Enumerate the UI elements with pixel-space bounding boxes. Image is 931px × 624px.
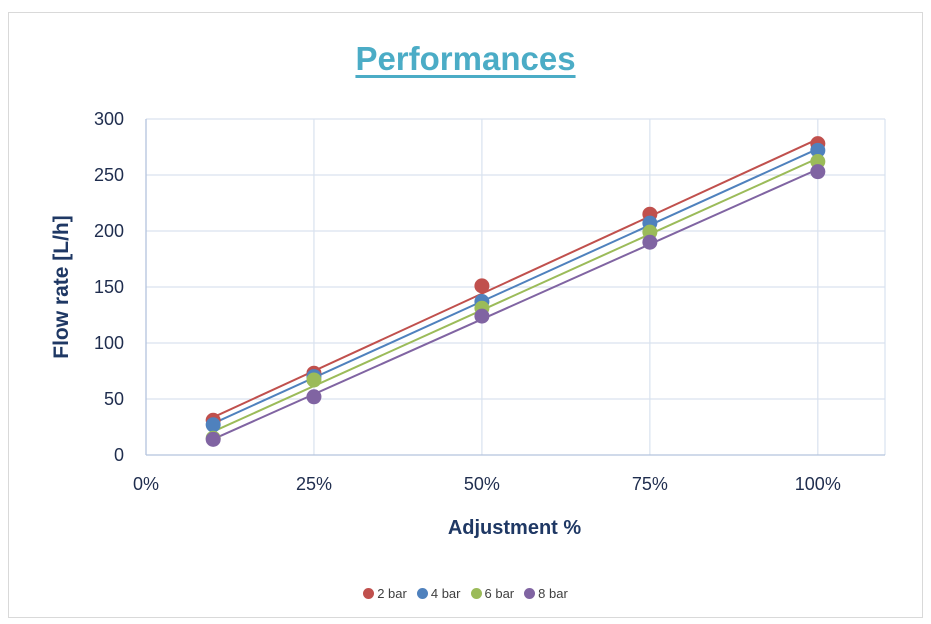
legend-label: 4 bar — [430, 586, 461, 601]
data-point — [642, 234, 658, 250]
trendline — [212, 157, 819, 433]
legend-item: 4 bar — [416, 586, 461, 601]
tick-labels: 0 50 100 150 200 250 300 0% 25% 50% 75% 100% — [94, 109, 841, 494]
trendlines — [212, 138, 819, 441]
y-tick-label: 200 — [94, 221, 124, 241]
data-point — [810, 164, 826, 180]
x-tick-label: 75% — [632, 474, 668, 494]
legend-marker-icon — [470, 588, 482, 599]
y-tick-label: 50 — [104, 389, 124, 409]
x-tick-label: 25% — [296, 474, 332, 494]
data-point — [474, 308, 490, 324]
data-point — [810, 142, 826, 158]
legend-item: 6 bar — [470, 586, 515, 601]
legend-marker-icon — [363, 588, 375, 599]
y-tick-label: 0 — [114, 445, 124, 465]
y-tick-label: 150 — [94, 277, 124, 297]
legend-label: 8 bar — [538, 586, 568, 601]
data-point — [474, 278, 490, 294]
legend: 2 bar 4 bar 6 bar 8 bar — [0, 586, 931, 601]
legend-marker-icon — [416, 588, 428, 599]
y-tick-label: 100 — [94, 333, 124, 353]
legend-item: 8 bar — [524, 586, 568, 601]
chart-title: Performances — [355, 40, 576, 77]
y-tick-label: 250 — [94, 165, 124, 185]
x-tick-label: 100% — [795, 474, 841, 494]
y-tick-label: 300 — [94, 109, 124, 129]
trendline — [212, 138, 819, 419]
legend-label: 2 bar — [377, 586, 407, 601]
axes — [145, 119, 885, 456]
y-axis-label: Flow rate [L/h] — [50, 215, 73, 359]
legend-item: 2 bar — [363, 586, 407, 601]
legend-label: 6 bar — [484, 586, 515, 601]
data-point — [205, 431, 221, 447]
x-tick-label: 0% — [133, 474, 159, 494]
data-point — [306, 372, 322, 388]
data-point — [306, 389, 322, 405]
x-axis-label: Adjustment % — [447, 517, 582, 539]
chart-frame — [8, 12, 923, 618]
trendline — [212, 147, 819, 425]
legend-marker-icon — [524, 588, 536, 599]
data-point — [205, 417, 221, 433]
data-points — [205, 136, 826, 447]
x-tick-label: 50% — [464, 474, 500, 494]
